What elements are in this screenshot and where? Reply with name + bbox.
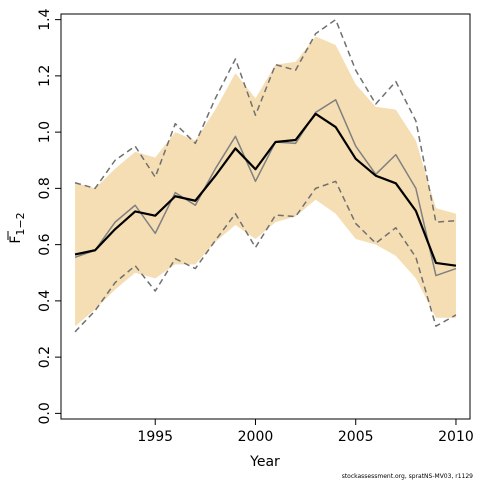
comparison-line [74, 99, 457, 277]
footnote: stockassessment.org, spratNS-MV03, r1129 [342, 473, 473, 480]
y-tick-label: 1.0 [37, 121, 53, 143]
svg-text:F1−2: F1−2 [8, 212, 27, 243]
y-tick-label: 0.4 [37, 290, 53, 312]
x-axis: 1995 2000 2005 2010 [137, 419, 474, 445]
y-tick-label: 0.2 [37, 346, 53, 368]
plot-frame [60, 13, 471, 420]
y-tick-label: 0.6 [37, 233, 53, 255]
y-axis: 0.0 0.2 0.4 0.6 0.8 1.0 1.2 1.4 [37, 8, 61, 425]
y-tick-label: 0.8 [37, 177, 53, 199]
x-tick-label: 1995 [137, 429, 173, 445]
y-axis-title-subscript: 1−2 [14, 212, 27, 235]
comparison-upper-line [74, 18, 457, 223]
confidence-band [75, 36, 456, 327]
comparison-lower-line [74, 180, 457, 333]
confidence-band-layer [75, 36, 456, 327]
x-tick-label: 2010 [438, 429, 474, 445]
y-tick-label: 1.4 [37, 8, 53, 30]
x-tick-label: 2005 [338, 429, 374, 445]
y-tick-label: 1.2 [37, 65, 53, 87]
y-axis-title-main: F [8, 236, 24, 244]
x-tick-label: 2000 [238, 429, 274, 445]
estimate-line [74, 112, 457, 267]
y-axis-title: F1−2 [7, 212, 27, 244]
y-tick-label: 0.0 [37, 402, 53, 424]
series-lines-layer [74, 18, 457, 333]
x-axis-title: Year [249, 454, 280, 470]
